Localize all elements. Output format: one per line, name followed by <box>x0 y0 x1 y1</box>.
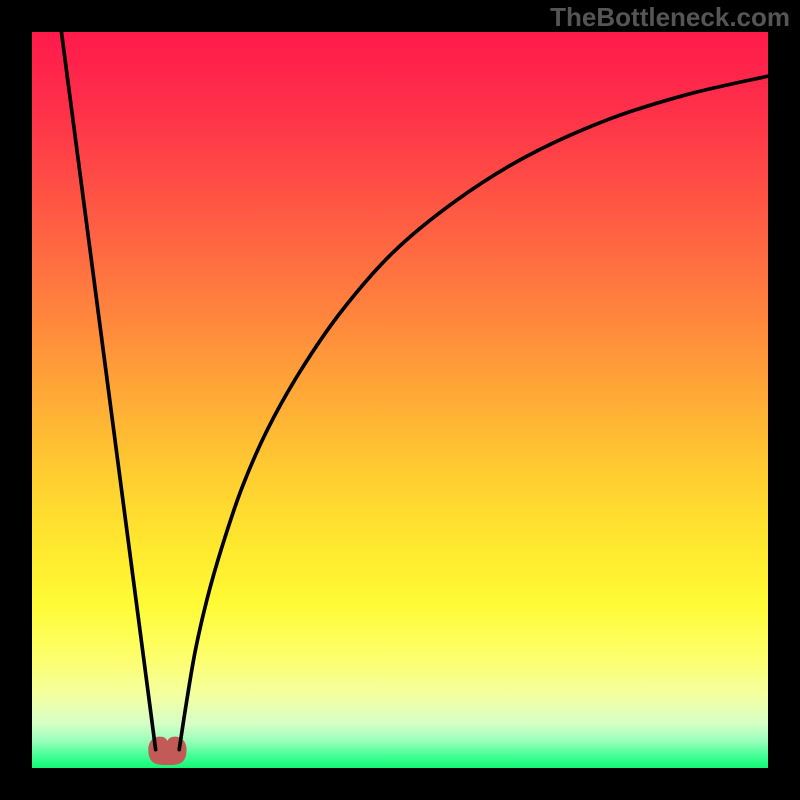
curve-layer <box>32 32 768 768</box>
plot-area <box>32 32 768 768</box>
curve-left-line <box>61 32 155 750</box>
chart-frame: TheBottleneck.com <box>0 0 800 800</box>
curve-right-path <box>179 76 768 749</box>
watermark-text: TheBottleneck.com <box>550 2 790 33</box>
